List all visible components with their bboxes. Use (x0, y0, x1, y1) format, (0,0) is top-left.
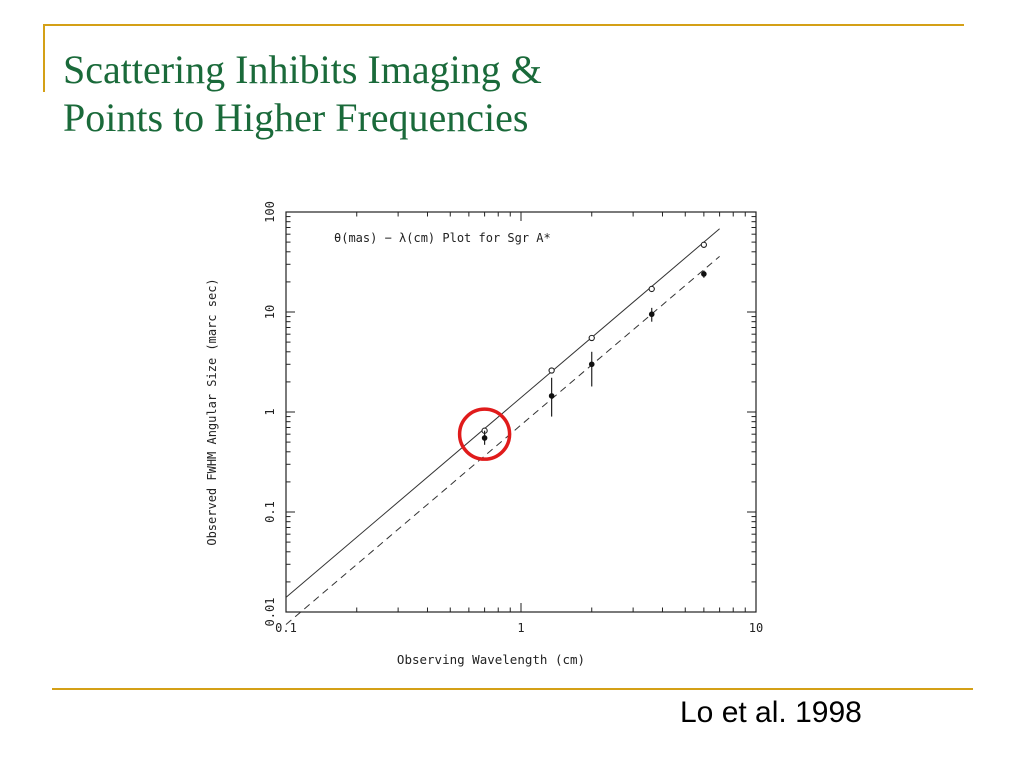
slide-title-line-2: Points to Higher Frequencies (63, 95, 529, 140)
fit-lines (285, 228, 720, 625)
open-point (588, 334, 595, 342)
open-point (648, 285, 655, 293)
x-axis-label: Observing Wavelength (cm) (397, 652, 585, 667)
fit-line-solid (285, 228, 720, 598)
highlight-layer (457, 407, 512, 461)
y-axis-label: Observed FWHM Angular Size (marc sec) (205, 278, 219, 545)
x-tick-label: 1 (517, 621, 524, 635)
x-tick-label: 10 (749, 621, 763, 635)
citation: Lo et al. 1998 (680, 696, 862, 729)
y-tick-label: 1 (263, 408, 277, 415)
accent-bottom-line (52, 688, 973, 690)
data-points (481, 241, 708, 445)
chart-title: θ(mas) − λ(cm) Plot for Sgr A* (334, 231, 551, 245)
scatter-plot: 0.1 1 10 0.01 0.1 1 10 100 θ(mas) − λ(cm) Plot … (196, 190, 768, 678)
accent-top-line (43, 24, 964, 26)
filled-point (648, 311, 655, 318)
y-tick-label: 10 (263, 305, 277, 319)
accent-vertical-line (43, 24, 45, 92)
open-point (700, 241, 708, 248)
plot-frame (285, 211, 757, 613)
y-tick-label: 100 (263, 201, 277, 223)
filled-point (481, 435, 488, 441)
filled-point (548, 393, 555, 399)
y-tick-label: 0.01 (263, 598, 277, 627)
filled-point (701, 271, 707, 277)
plot-axes (285, 211, 757, 613)
fit-line-dashed (285, 255, 720, 625)
highlight-circle (457, 407, 512, 461)
tick-marks (285, 212, 756, 613)
filled-point (588, 361, 595, 368)
open-point (548, 367, 555, 374)
y-tick-label: 0.1 (263, 501, 277, 523)
slide-title: Scattering Inhibits Imaging & Points to … (63, 46, 763, 142)
slide-title-line-1: Scattering Inhibits Imaging & (63, 47, 542, 92)
x-tick-label: 0.1 (275, 621, 297, 635)
